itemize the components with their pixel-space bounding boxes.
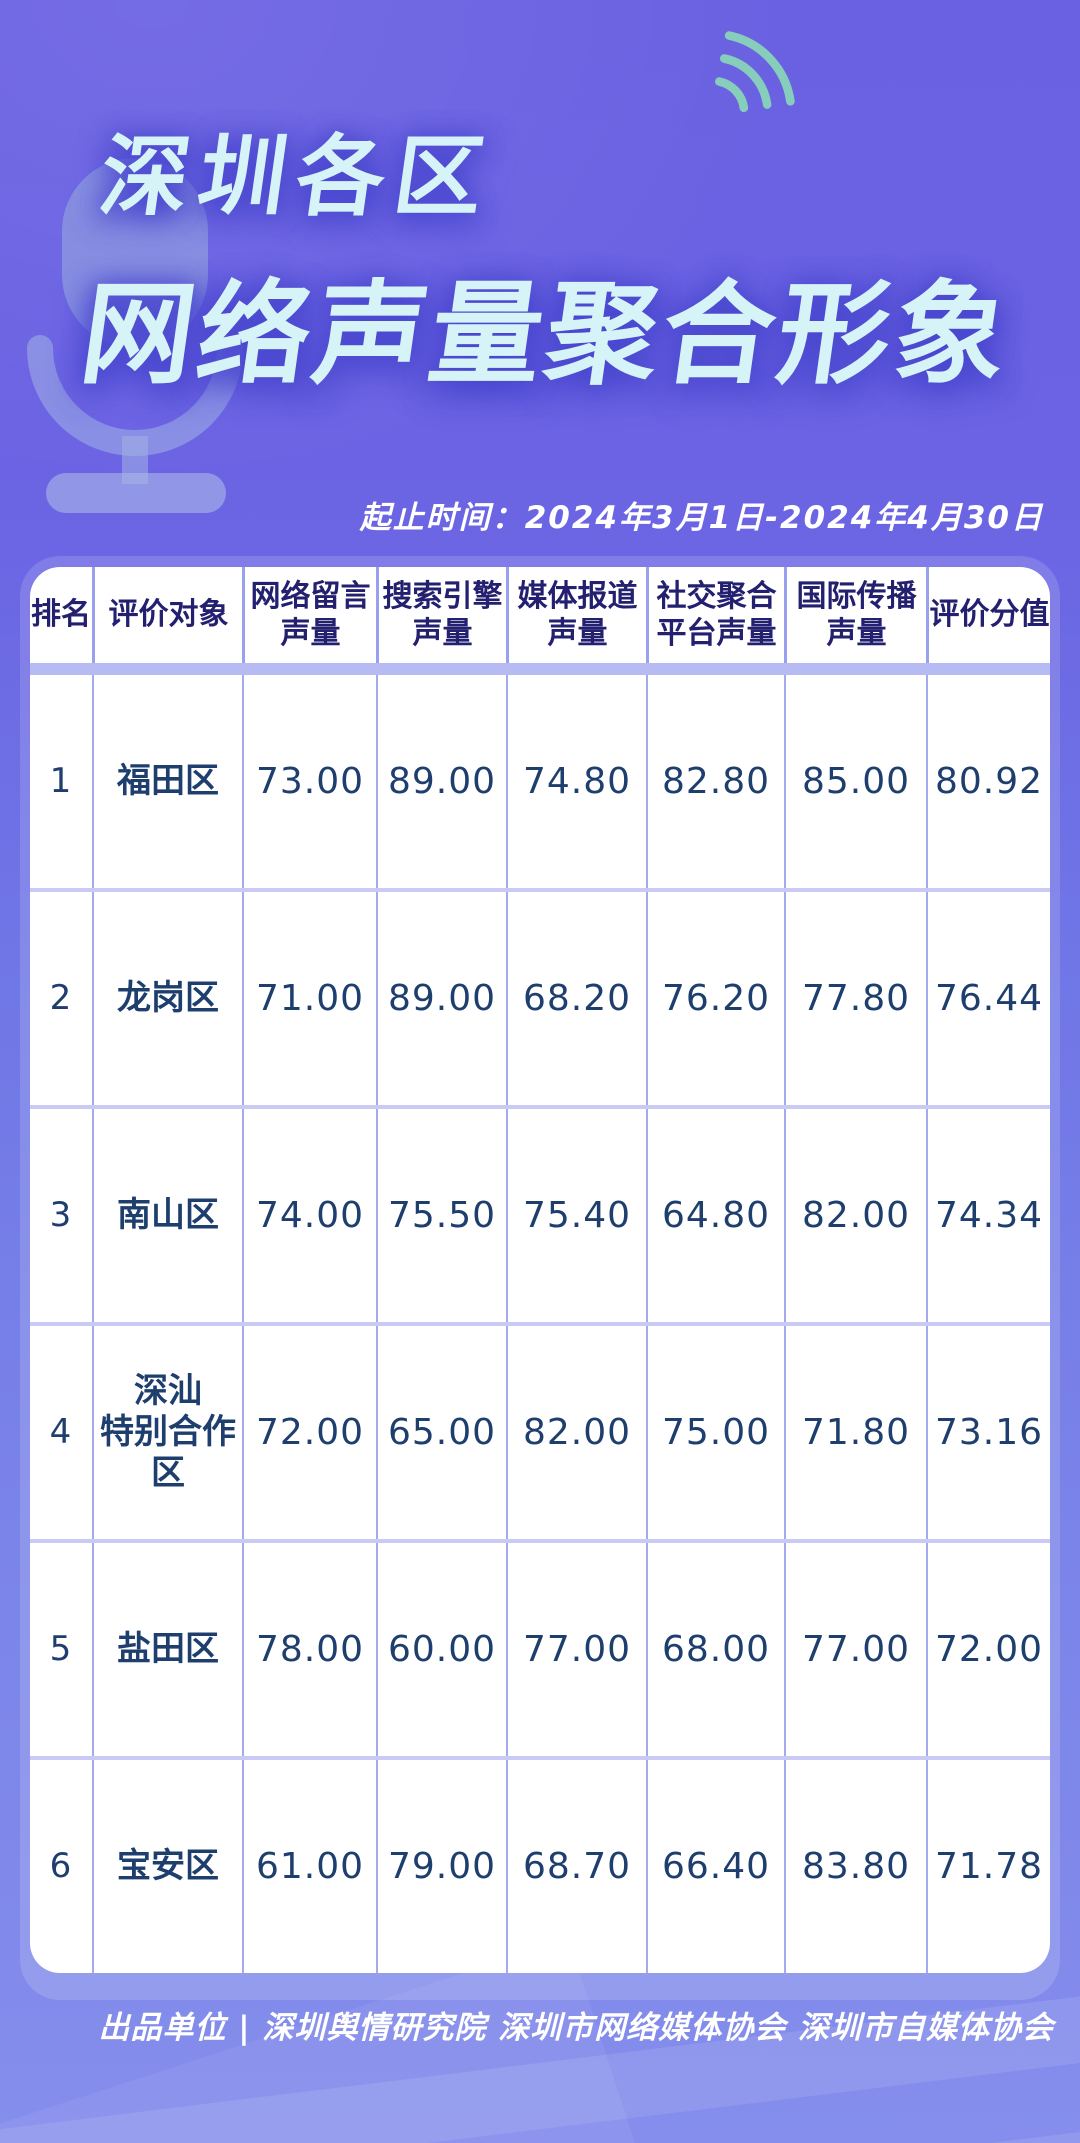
district-cell: 龙岗区 [92, 892, 242, 1105]
score-cell: 85.00 [784, 675, 926, 888]
column-header: 媒体报道 声量 [506, 567, 646, 663]
column-header: 评价分值 [926, 567, 1050, 663]
score-cell: 71.78 [926, 1760, 1050, 1973]
score-cell: 74.00 [242, 1109, 376, 1322]
score-cell: 89.00 [376, 892, 506, 1105]
score-cell: 64.80 [646, 1109, 784, 1322]
table-row: 6 宝安区 61.00 79.00 68.70 66.40 83.80 71.78 [30, 1756, 1050, 1973]
column-header: 国际传播 声量 [784, 567, 926, 663]
score-cell: 68.00 [646, 1543, 784, 1756]
score-cell: 78.00 [242, 1543, 376, 1756]
score-cell: 76.20 [646, 892, 784, 1105]
date-range: 起止时间：2024年3月1日-2024年4月30日 [359, 500, 1044, 536]
district-cell: 福田区 [92, 675, 242, 888]
score-cell: 65.00 [376, 1326, 506, 1539]
poster-title-line2: 网络声量聚合形象 [73, 270, 1020, 400]
score-cell: 71.80 [784, 1326, 926, 1539]
score-cell: 61.00 [242, 1760, 376, 1973]
score-cell: 76.44 [926, 892, 1050, 1105]
district-cell: 南山区 [92, 1109, 242, 1322]
score-cell: 68.20 [506, 892, 646, 1105]
score-cell: 82.80 [646, 675, 784, 888]
table-row: 5 盐田区 78.00 60.00 77.00 68.00 77.00 72.00 [30, 1539, 1050, 1756]
rank-cell: 5 [49, 1629, 73, 1670]
signal-waves-icon [715, 31, 795, 113]
column-header: 网络留言 声量 [242, 567, 376, 663]
column-header: 搜索引擎 声量 [376, 567, 506, 663]
score-cell: 68.70 [506, 1760, 646, 1973]
score-cell: 75.40 [506, 1109, 646, 1322]
rank-cell: 2 [49, 978, 73, 1019]
table-container: 排名 评价对象 网络留言 声量 搜索引擎 声量 媒体报道 声量 社交聚合 平台声量 国际传播… [20, 556, 1060, 2000]
poster-title-line1: 深圳各区 [93, 125, 501, 228]
results-table: 排名 评价对象 网络留言 声量 搜索引擎 声量 媒体报道 声量 社交聚合 平台声量 国际传播… [30, 567, 1050, 1973]
score-cell: 66.40 [646, 1760, 784, 1973]
header-divider-strip [30, 663, 1050, 675]
microphone-icon [27, 158, 243, 513]
column-header: 评价对象 [92, 567, 242, 663]
score-cell: 71.00 [242, 892, 376, 1105]
district-cell: 深汕 特别合作区 [92, 1326, 242, 1539]
credit-line: 出品单位 | 深圳舆情研究院 深圳市网络媒体协会 深圳市自媒体协会 [98, 2010, 1054, 2046]
score-cell: 74.34 [926, 1109, 1050, 1322]
score-cell: 77.80 [784, 892, 926, 1105]
rank-cell: 4 [49, 1412, 73, 1453]
score-cell: 75.50 [376, 1109, 506, 1322]
district-cell: 宝安区 [92, 1760, 242, 1973]
score-cell: 89.00 [376, 675, 506, 888]
score-cell: 72.00 [926, 1543, 1050, 1756]
column-header: 社交聚合 平台声量 [646, 567, 784, 663]
score-cell: 82.00 [784, 1109, 926, 1322]
score-cell: 77.00 [784, 1543, 926, 1756]
score-cell: 83.80 [784, 1760, 926, 1973]
table-row: 3 南山区 74.00 75.50 75.40 64.80 82.00 74.34 [30, 1105, 1050, 1322]
score-cell: 79.00 [376, 1760, 506, 1973]
score-cell: 80.92 [926, 675, 1050, 888]
rank-cell: 3 [49, 1195, 73, 1236]
table-header-row: 排名 评价对象 网络留言 声量 搜索引擎 声量 媒体报道 声量 社交聚合 平台声量 国际传播… [30, 567, 1050, 663]
district-cell: 盐田区 [92, 1543, 242, 1756]
rank-cell: 1 [49, 761, 73, 802]
table-row: 4 深汕 特别合作区 72.00 65.00 82.00 75.00 71.80 73.16 [30, 1322, 1050, 1539]
rank-cell: 6 [49, 1846, 73, 1887]
score-cell: 75.00 [646, 1326, 784, 1539]
score-cell: 60.00 [376, 1543, 506, 1756]
score-cell: 73.00 [242, 675, 376, 888]
table-row: 1 福田区 73.00 89.00 74.80 82.80 85.00 80.92 [30, 675, 1050, 888]
table-body: 1 福田区 73.00 89.00 74.80 82.80 85.00 80.92 2 龙岗区 71… [30, 675, 1050, 1973]
score-cell: 72.00 [242, 1326, 376, 1539]
score-cell: 73.16 [926, 1326, 1050, 1539]
table-row: 2 龙岗区 71.00 89.00 68.20 76.20 77.80 76.44 [30, 888, 1050, 1105]
score-cell: 74.80 [506, 675, 646, 888]
column-header: 排名 [31, 597, 91, 633]
score-cell: 82.00 [506, 1326, 646, 1539]
score-cell: 77.00 [506, 1543, 646, 1756]
